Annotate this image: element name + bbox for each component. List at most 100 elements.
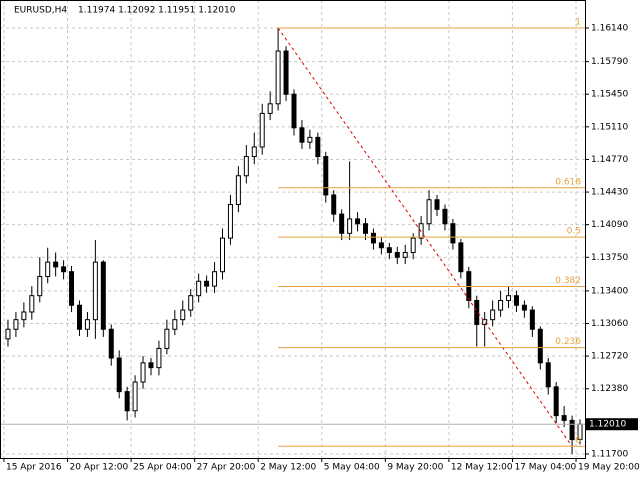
candle-body [323, 156, 329, 196]
candle-body [196, 280, 202, 297]
candle-body [45, 261, 51, 277]
candle-body [513, 295, 519, 306]
candle-body [132, 381, 138, 412]
candle-body [545, 362, 551, 388]
y-tick-label: 1.12720 [591, 352, 628, 362]
y-tick-label: 1.15110 [591, 122, 628, 132]
candle-body [569, 419, 575, 441]
candle-body [506, 295, 512, 301]
y-tick-label: 1.16140 [591, 24, 628, 34]
candle-body [29, 295, 35, 313]
candle-body [164, 328, 170, 349]
candle-body [498, 299, 504, 311]
candle-body [299, 127, 305, 143]
candle-body [180, 309, 186, 321]
candle-body [5, 328, 11, 340]
candle-body [474, 299, 480, 325]
candle-body [108, 328, 114, 359]
candle-body [458, 242, 464, 273]
candle-body [251, 146, 257, 158]
x-tick-label: 20 Apr 12:00 [70, 463, 129, 473]
x-tick-label: 19 May 20:00 [578, 463, 640, 473]
candle-body [378, 242, 384, 249]
candle-body [355, 218, 361, 225]
candle-body [307, 136, 313, 143]
fib-trendline [277, 27, 573, 447]
candle-body [69, 271, 75, 306]
candle-body [442, 208, 448, 225]
x-tick-label: 9 May 20:00 [387, 463, 443, 473]
fib-label: 0.382 [555, 276, 581, 286]
candle-body [450, 223, 456, 244]
candle-body [140, 362, 146, 383]
candle-body [212, 271, 218, 287]
candle-body [100, 261, 106, 330]
candle-body [386, 247, 392, 254]
candle-body [363, 223, 369, 234]
y-tick-label: 1.11700 [591, 449, 628, 459]
y-tick-label: 1.14770 [591, 155, 628, 165]
plot-frame [0, 0, 586, 459]
fib-label: 1 [575, 18, 581, 28]
candle-body [402, 252, 408, 258]
x-tick-label: 25 Apr 04:00 [133, 463, 192, 473]
candle-body [219, 237, 225, 273]
candle-body [315, 136, 321, 158]
quote: 1.11974 1.12092 1.11951 1.12010 [78, 6, 236, 16]
candle-body [521, 304, 527, 311]
candle-body [537, 328, 543, 364]
candle-body [21, 311, 27, 321]
candle-body [410, 237, 416, 254]
candle-body [259, 112, 265, 148]
fib-label: 0 [575, 436, 581, 446]
x-tick-label: 5 May 04:00 [324, 463, 380, 473]
candle-body [561, 415, 567, 421]
candle-body [370, 232, 376, 244]
candle-body [275, 50, 281, 105]
fib-label: 0.618 [555, 177, 581, 187]
candle-body [291, 93, 297, 129]
x-tick-label: 12 May 12:00 [451, 463, 513, 473]
y-tick-label: 1.13750 [591, 253, 628, 263]
y-tick-label: 1.14430 [591, 188, 628, 198]
candle-body [490, 309, 496, 321]
candle-body [84, 319, 90, 330]
candle-body [283, 50, 289, 95]
y-tick-label: 1.12380 [591, 384, 628, 394]
candle-body [188, 295, 194, 311]
x-tick-label: 17 May 04:00 [514, 463, 576, 473]
candle-body [331, 194, 337, 215]
candle-body [61, 266, 67, 273]
candle-body [434, 199, 440, 210]
candle-body [339, 213, 345, 234]
y-tick-label: 1.15790 [591, 57, 628, 67]
candle-body [553, 386, 559, 417]
candle-body [204, 280, 210, 287]
x-tick-label: 27 Apr 20:00 [197, 463, 256, 473]
candle-body [53, 261, 59, 268]
candle-body [529, 309, 535, 330]
candle-body [243, 156, 249, 177]
candle-body [267, 103, 273, 114]
candle-body [92, 261, 98, 321]
candle-body [148, 362, 154, 369]
candle-body [76, 304, 82, 330]
candle-body [347, 218, 353, 234]
symbol: EURUSD,H4 [14, 6, 67, 16]
y-tick-label: 1.14090 [591, 220, 628, 230]
fib-label: 0.236 [555, 337, 581, 347]
candle-body [156, 347, 162, 369]
plot: 0 0.236 0.382 0.5 0.618 1 [0, 18, 585, 454]
x-tick-label: 2 May 12:00 [260, 463, 316, 473]
y-tick-label: 1.15450 [591, 90, 628, 100]
candle-body [394, 252, 400, 258]
candle-body [13, 319, 19, 330]
candle-body [235, 175, 241, 206]
y-tick-label: 1.13400 [591, 286, 628, 296]
candle-body [426, 199, 432, 225]
y-tick-label: 1.13060 [591, 319, 628, 329]
candle-body [172, 319, 178, 330]
x-tick-label: 15 Apr 2016 [6, 463, 62, 473]
